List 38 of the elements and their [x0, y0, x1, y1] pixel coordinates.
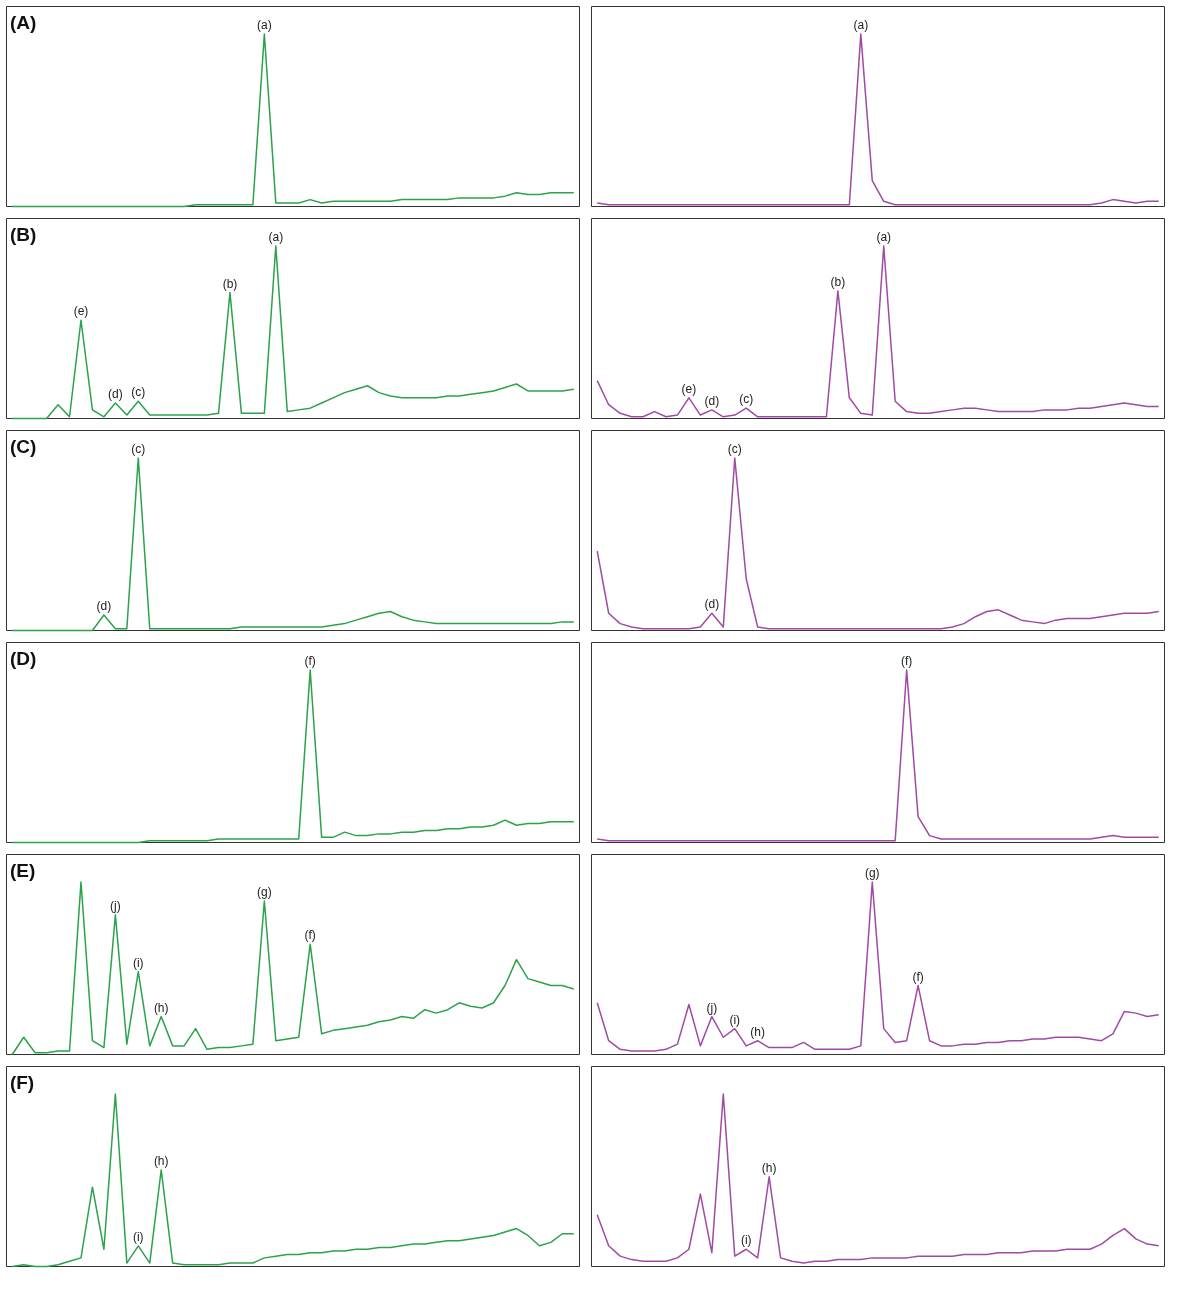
chart-title: (F) — [9, 1071, 35, 1093]
annotation: (c) — [739, 392, 754, 407]
annotation: (a) — [268, 230, 284, 245]
annotation: (f) — [900, 654, 913, 669]
annotation: (a) — [876, 230, 892, 245]
annotation: (d) — [704, 597, 720, 612]
annotation: (f) — [304, 928, 316, 943]
annotation: (e) — [681, 381, 697, 396]
annotation: (c) — [727, 442, 742, 457]
annotation: (g) — [864, 866, 880, 881]
annotation: (i) — [740, 1233, 752, 1248]
annotation: (h) — [761, 1160, 777, 1175]
chart-title: (B) — [9, 223, 37, 245]
annotation: (b) — [830, 274, 846, 289]
annotation: (f) — [912, 969, 924, 984]
annotation: (e) — [73, 304, 89, 319]
annotation: (h) — [153, 1000, 169, 1015]
annotation: (d) — [96, 598, 112, 613]
annotation: (i) — [132, 1229, 144, 1244]
annotation: (i) — [729, 1012, 741, 1027]
annotation: (b) — [222, 276, 238, 291]
annotation: (g) — [257, 885, 272, 900]
annotation: (j) — [706, 1000, 718, 1015]
chart-title: (C) — [9, 435, 37, 457]
annotation: (i) — [132, 955, 144, 970]
annotation: (a) — [257, 18, 272, 33]
annotation: (h) — [153, 1153, 169, 1168]
annotation: (c) — [131, 442, 146, 457]
annotation: (a) — [853, 18, 869, 33]
annotation: (h) — [750, 1024, 766, 1039]
chart-title: (E) — [9, 859, 36, 881]
annotation: (f) — [304, 654, 316, 669]
annotation: (d) — [704, 393, 720, 408]
annotation: (c) — [131, 385, 146, 400]
annotation: (d) — [108, 386, 123, 401]
annotation: (j) — [110, 898, 121, 913]
chart-title: (A) — [9, 11, 37, 33]
chart-title: (D) — [9, 647, 37, 669]
